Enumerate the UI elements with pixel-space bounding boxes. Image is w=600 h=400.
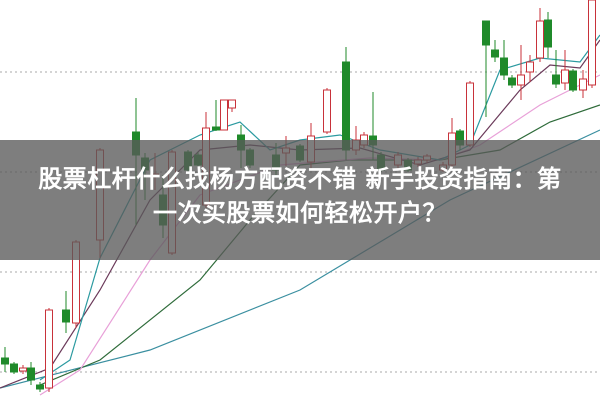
article-title-line2: 一次买股票如何轻松开户？	[153, 199, 447, 227]
candle-body	[508, 77, 516, 86]
candle-body	[536, 20, 544, 59]
candle-body	[19, 367, 27, 372]
candle-body	[466, 82, 474, 146]
candle-body	[228, 99, 236, 109]
title-overlay-band	[0, 140, 600, 260]
candle-body	[544, 19, 552, 48]
candle-body	[561, 69, 569, 84]
candle-body	[45, 309, 53, 389]
candle-body	[552, 74, 560, 85]
candle-body	[62, 309, 70, 323]
candle-body	[526, 61, 534, 73]
candle-body	[491, 49, 499, 58]
candle-body	[36, 384, 44, 390]
candle-body	[323, 89, 331, 133]
candle-body	[588, 0, 596, 86]
candle-body	[500, 57, 508, 76]
article-title-line1: 股票杠杆什么找杨方配资不错 新手投资指南：第	[38, 165, 562, 193]
candle-body	[27, 367, 35, 381]
article-title: 股票杠杆什么找杨方配资不错 新手投资指南：第 一次买股票如何轻松开户？	[0, 162, 600, 230]
candle-body	[220, 99, 228, 131]
candle-body	[212, 126, 220, 131]
candle-body	[517, 74, 525, 86]
candle-body	[579, 78, 587, 91]
candle-body	[1, 357, 9, 365]
candle-body	[569, 70, 577, 91]
candle-body	[10, 363, 18, 373]
candle-body	[482, 20, 490, 46]
candle-body	[342, 61, 350, 151]
